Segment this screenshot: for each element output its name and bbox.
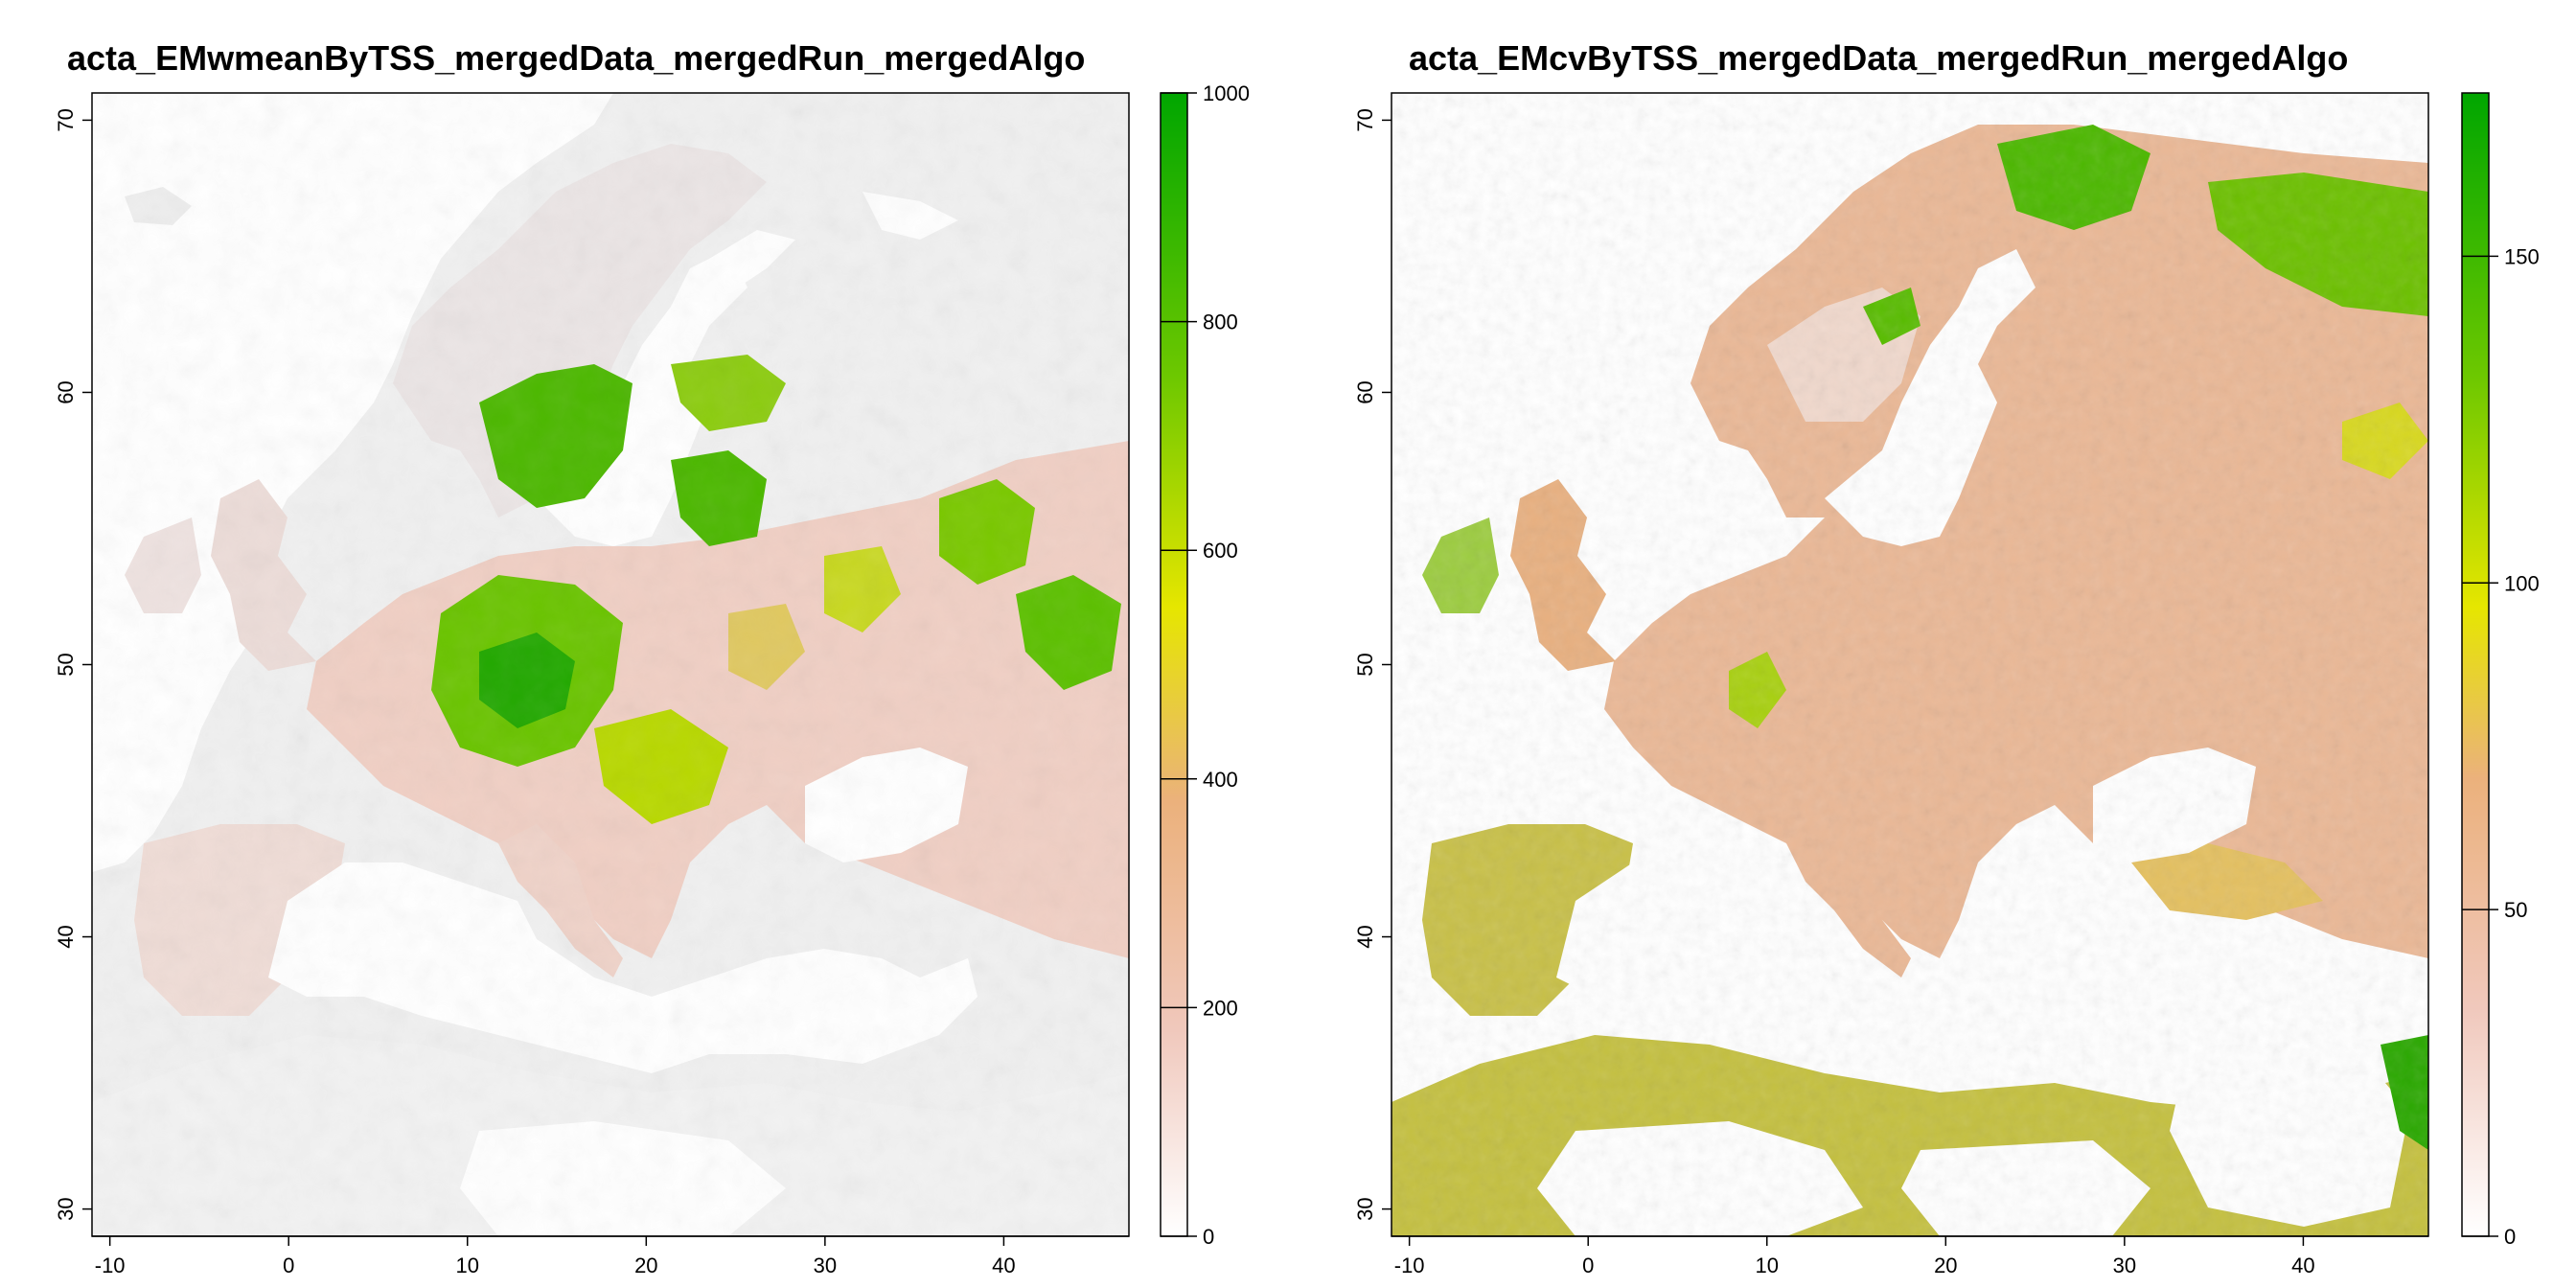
x-tick-label: 30 [814, 1254, 837, 1277]
legend-colorbar [2461, 92, 2490, 1237]
map-title: acta_EMcvByTSS_mergedData_mergedRun_merg… [1409, 38, 2349, 78]
x-tick-label: 10 [456, 1254, 479, 1277]
legend-tick-label: 150 [2504, 244, 2540, 268]
map-panel-wmean: acta_EMwmeanByTSS_mergedData_mergedRun_m… [54, 38, 1250, 1277]
raster-texture [1392, 93, 2428, 1236]
raster-map-plot: -10 0 10 20 30 40 30 40 50 60 70 0 50 100 150 [1353, 92, 2540, 1277]
color-legend: 0 50 100 150 [2461, 92, 2540, 1249]
map-title: acta_EMwmeanByTSS_mergedData_mergedRun_m… [67, 38, 1086, 78]
legend-tick-label: 200 [1203, 996, 1238, 1020]
y-tick-label: 40 [54, 925, 78, 948]
legend-tick-label: 0 [2504, 1225, 2516, 1249]
legend-colorbar [1160, 92, 1188, 1237]
x-tick-label: 20 [634, 1254, 657, 1277]
x-tick-label: 40 [992, 1254, 1015, 1277]
y-tick-label: 60 [54, 380, 78, 403]
y-tick-label: 30 [54, 1197, 78, 1220]
y-tick-label: 30 [1353, 1197, 1377, 1220]
x-tick-label: 10 [1756, 1254, 1779, 1277]
y-axis: 30 40 50 60 70 [1353, 108, 1392, 1221]
legend-tick-label: 400 [1203, 768, 1238, 792]
x-tick-label: 20 [1934, 1254, 1957, 1277]
x-tick-label: 0 [1582, 1254, 1594, 1277]
y-tick-label: 70 [1353, 108, 1377, 131]
x-tick-label: -10 [95, 1254, 126, 1277]
y-tick-label: 50 [54, 653, 78, 676]
x-tick-label: 0 [283, 1254, 294, 1277]
y-axis: 30 40 50 60 70 [54, 108, 92, 1221]
x-axis: -10 0 10 20 30 40 [92, 1235, 1129, 1277]
legend-tick-label: 0 [1203, 1225, 1214, 1249]
legend-tick-label: 1000 [1203, 81, 1250, 105]
legend-tick-label: 100 [2504, 571, 2540, 595]
raster-map-plot: -10 0 10 20 30 40 30 40 50 60 70 0 200 400 600 800 100… [54, 81, 1250, 1277]
color-legend: 0 200 400 600 800 1000 [1160, 81, 1250, 1249]
y-tick-label: 70 [54, 108, 78, 131]
y-tick-label: 50 [1353, 653, 1377, 676]
y-tick-label: 40 [1353, 925, 1377, 948]
legend-tick-label: 50 [2504, 898, 2527, 922]
x-tick-label: 30 [2113, 1254, 2136, 1277]
y-tick-label: 60 [1353, 380, 1377, 403]
raster-texture [92, 93, 1129, 1236]
x-tick-label: -10 [1394, 1254, 1425, 1277]
x-tick-label: 40 [2291, 1254, 2314, 1277]
map-panel-cv: acta_EMcvByTSS_mergedData_mergedRun_merg… [1288, 0, 2576, 1288]
legend-tick-label: 800 [1203, 310, 1238, 334]
legend-tick-label: 600 [1203, 539, 1238, 563]
x-axis: -10 0 10 20 30 40 [1392, 1235, 2428, 1277]
